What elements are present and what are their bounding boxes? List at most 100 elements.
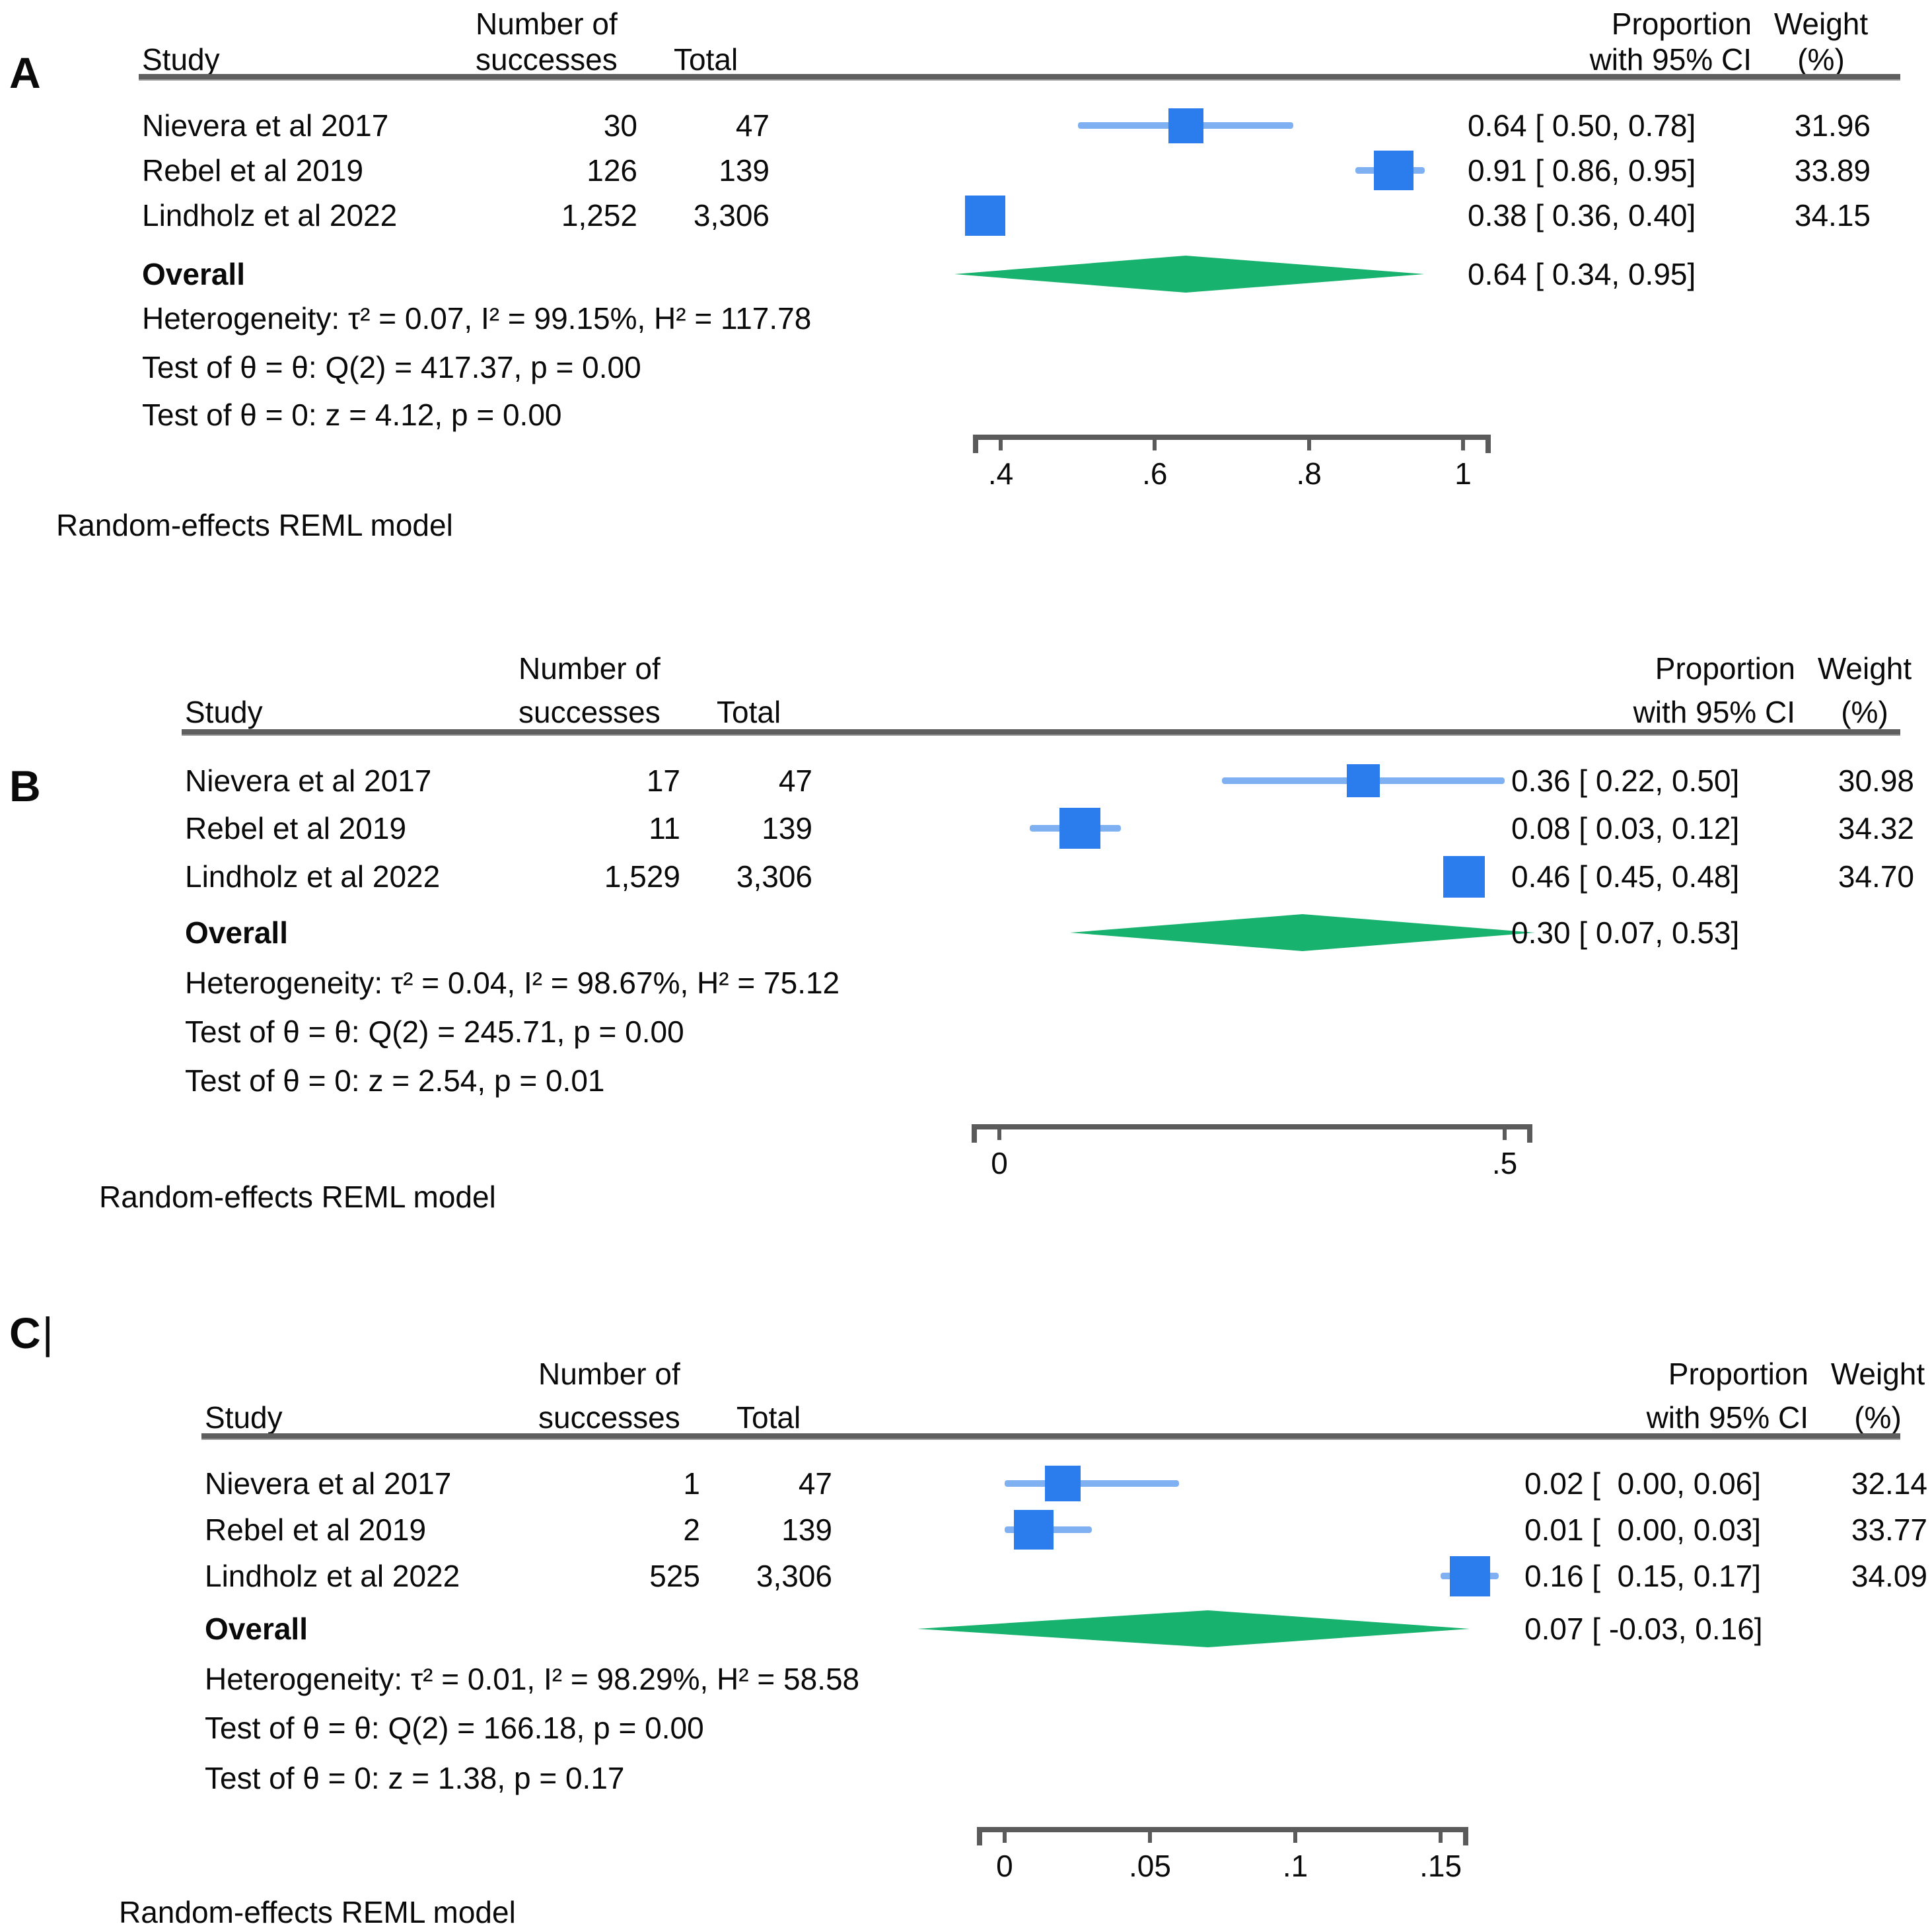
column-header-successes-line1: Number of bbox=[538, 1357, 680, 1391]
column-header-study: Study bbox=[205, 1400, 283, 1435]
column-header-weight-line2: (%) bbox=[1854, 1400, 1902, 1435]
axis-tick-label: .1 bbox=[1282, 1849, 1308, 1883]
column-header-weight-line1: Weight bbox=[1817, 651, 1912, 686]
study-name: Rebel et al 2019 bbox=[142, 153, 364, 188]
study-name: Nievera et al 2017 bbox=[185, 764, 432, 798]
effect-size-square bbox=[1059, 808, 1101, 849]
axis-tick-label: .4 bbox=[987, 456, 1014, 491]
column-header-proportion-line1: Proportion bbox=[1611, 7, 1752, 41]
axis-line bbox=[976, 1827, 1469, 1832]
column-header-total: Total bbox=[674, 42, 738, 77]
forest-panel-a: A Number of successes Study Total Propor… bbox=[0, 0, 1932, 616]
effect-size-square bbox=[1346, 764, 1380, 797]
axis-tick-label: 0 bbox=[991, 1146, 1008, 1180]
effect-size-square bbox=[1374, 151, 1414, 190]
successes-value: 126 bbox=[587, 153, 637, 188]
axis-tick-label: .05 bbox=[1128, 1849, 1171, 1883]
proportion-ci-value: 0.36 [ 0.22, 0.50] bbox=[1511, 764, 1740, 798]
test-of-theta-zero: Test of θ = 0: z = 2.54, p = 0.01 bbox=[185, 1063, 605, 1098]
model-footnote: Random-effects REML model bbox=[56, 508, 453, 542]
panel-letter: B bbox=[9, 762, 41, 810]
total-value: 3,306 bbox=[736, 859, 812, 894]
panel-label-b: B bbox=[9, 761, 41, 811]
axis-tick bbox=[1147, 1827, 1152, 1843]
panel-label-c: C| bbox=[9, 1308, 54, 1358]
total-value: 139 bbox=[781, 1513, 832, 1547]
weight-value: 30.98 bbox=[1838, 764, 1914, 798]
proportion-ci-value: 0.64 [ 0.50, 0.78] bbox=[1468, 108, 1696, 143]
proportion-ci-value: 0.91 [ 0.86, 0.95] bbox=[1468, 153, 1696, 188]
study-name: Rebel et al 2019 bbox=[185, 811, 407, 845]
forest-panel-b: B Number of successes Study Total Propor… bbox=[0, 616, 1932, 1314]
column-header-proportion-line1: Proportion bbox=[1668, 1357, 1808, 1391]
weight-value: 33.77 bbox=[1851, 1513, 1927, 1547]
overall-diamond bbox=[917, 1610, 1470, 1647]
effect-size-square bbox=[1013, 1510, 1054, 1550]
effect-size-square bbox=[1449, 1555, 1490, 1596]
weight-value: 34.32 bbox=[1838, 811, 1914, 845]
test-of-theta-zero: Test of θ = 0: z = 1.38, p = 0.17 bbox=[205, 1761, 625, 1795]
overall-diamond bbox=[1070, 914, 1535, 951]
forest-plot-area: 0.5 bbox=[958, 616, 1585, 1314]
study-name: Lindholz et al 2022 bbox=[185, 859, 441, 894]
column-header-proportion-line2: with 95% CI bbox=[1589, 42, 1752, 77]
study-name: Nievera et al 2017 bbox=[142, 108, 389, 143]
axis-tick bbox=[997, 1124, 1002, 1140]
proportion-ci-value: 0.01 [ 0.00, 0.03] bbox=[1524, 1513, 1762, 1547]
total-value: 3,306 bbox=[693, 198, 769, 232]
panel-letter: C bbox=[9, 1308, 41, 1357]
axis-endcap bbox=[1463, 1827, 1469, 1845]
axis-tick bbox=[1002, 1827, 1007, 1843]
total-value: 47 bbox=[735, 108, 769, 143]
weight-value: 31.96 bbox=[1794, 108, 1871, 143]
effect-size-square bbox=[1168, 108, 1203, 143]
axis-endcap bbox=[972, 1124, 978, 1143]
effect-size-square bbox=[1044, 1466, 1081, 1501]
column-header-successes-line1: Number of bbox=[519, 651, 661, 686]
axis-endcap bbox=[976, 1827, 982, 1845]
axis-endcap bbox=[973, 435, 978, 453]
total-value: 3,306 bbox=[756, 1559, 832, 1593]
proportion-ci-value: 0.08 [ 0.03, 0.12] bbox=[1511, 811, 1740, 845]
heterogeneity-stats: Heterogeneity: τ² = 0.01, I² = 98.29%, H… bbox=[205, 1662, 860, 1696]
effect-size-square bbox=[965, 195, 1006, 236]
header-rule bbox=[139, 74, 1900, 81]
successes-value: 525 bbox=[649, 1559, 700, 1593]
heterogeneity-stats: Heterogeneity: τ² = 0.07, I² = 99.15%, H… bbox=[142, 301, 812, 336]
text-cursor-artifact: | bbox=[42, 1308, 54, 1357]
panel-label-a: A bbox=[9, 48, 41, 98]
panel-letter: A bbox=[9, 48, 41, 97]
header-rule bbox=[182, 729, 1900, 736]
successes-value: 30 bbox=[603, 108, 637, 143]
weight-value: 34.15 bbox=[1794, 198, 1871, 232]
column-header-total: Total bbox=[736, 1400, 801, 1435]
confidence-interval-line bbox=[1004, 1480, 1179, 1487]
column-header-proportion-line1: Proportion bbox=[1655, 651, 1795, 686]
successes-value: 11 bbox=[649, 811, 680, 845]
test-of-theta-zero: Test of θ = 0: z = 4.12, p = 0.00 bbox=[142, 398, 562, 432]
study-name: Lindholz et al 2022 bbox=[142, 198, 398, 232]
weight-value: 33.89 bbox=[1794, 153, 1871, 188]
column-header-weight-line1: Weight bbox=[1773, 7, 1869, 41]
weight-value: 34.09 bbox=[1851, 1559, 1927, 1593]
test-of-group-equality: Test of θ = θ: Q(2) = 166.18, p = 0.00 bbox=[205, 1711, 704, 1745]
weight-value: 32.14 bbox=[1851, 1466, 1927, 1501]
axis-line bbox=[972, 1124, 1533, 1129]
axis-endcap bbox=[1485, 435, 1491, 453]
proportion-ci-value: 0.38 [ 0.36, 0.40] bbox=[1468, 198, 1696, 232]
axis-tick bbox=[1153, 435, 1157, 450]
column-header-successes-line1: Number of bbox=[476, 7, 618, 41]
successes-value: 2 bbox=[683, 1513, 700, 1547]
overall-label: Overall bbox=[185, 915, 288, 950]
axis-line bbox=[973, 435, 1491, 440]
column-header-proportion-line2: with 95% CI bbox=[1633, 695, 1795, 729]
successes-value: 1,529 bbox=[604, 859, 680, 894]
column-header-weight-line2: (%) bbox=[1797, 42, 1845, 77]
axis-tick-label: 0 bbox=[996, 1849, 1013, 1883]
total-value: 47 bbox=[778, 764, 812, 798]
column-header-successes-line2: successes bbox=[519, 695, 661, 729]
header-rule bbox=[201, 1433, 1900, 1440]
study-name: Nievera et al 2017 bbox=[205, 1466, 452, 1501]
heterogeneity-stats: Heterogeneity: τ² = 0.04, I² = 98.67%, H… bbox=[185, 966, 840, 1000]
